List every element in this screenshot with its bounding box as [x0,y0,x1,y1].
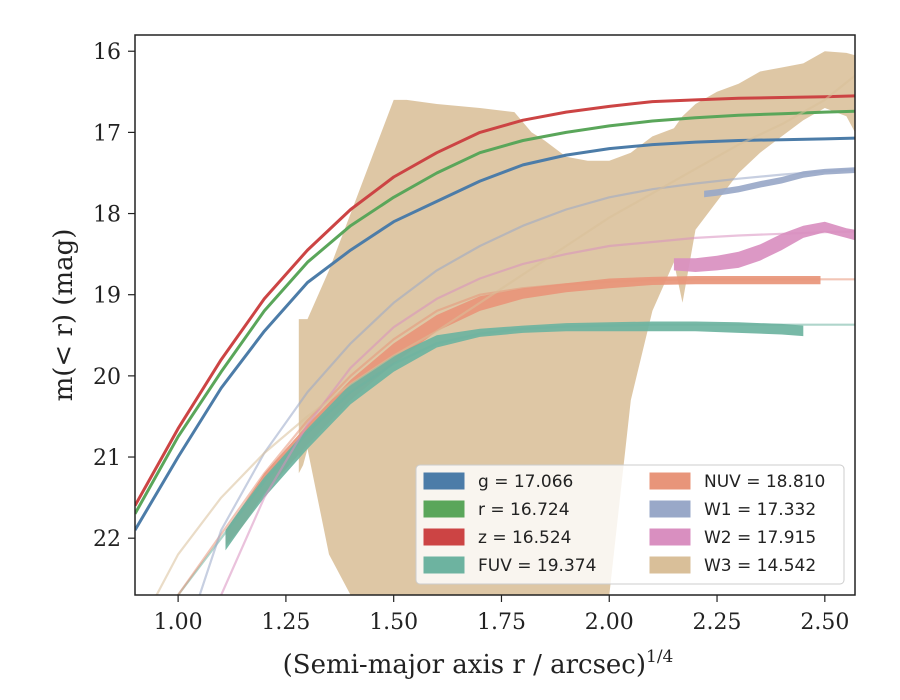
legend-label-z: z = 16.524 [478,528,571,548]
model-curves [135,74,855,595]
plot-frame [134,34,856,596]
x-tick-label: 1.00 [154,610,203,635]
line-r [135,109,855,515]
legend-swatch-w2 [649,528,691,546]
line-w1 [198,168,855,595]
legend-label-r: r = 16.724 [478,500,570,520]
legend-label-nuv: NUV = 18.810 [704,472,825,492]
x-tick-label: 1.25 [261,610,310,635]
legend-swatch-r [423,500,465,518]
band-w1 [704,167,855,198]
legend-swatch-g [423,472,465,490]
legend: g = 17.066 r = 16.724 z = 16.524 FUV = 19.3… [415,464,845,585]
y-tick-label: 22 [93,527,121,552]
legend-swatch-w1 [649,500,691,518]
y-tick-label: 21 [93,446,121,471]
legend-label-fuv: FUV = 19.374 [478,556,596,576]
line-nuv [177,278,855,595]
legend-swatch-fuv [423,556,465,574]
legend-label-g: g = 17.066 [478,472,573,492]
legend-label-w3: W3 = 14.542 [704,556,816,576]
band-w2 [673,221,855,272]
legend-swatch-z [423,528,465,546]
x-axis-title-superscript: 1/4 [646,647,673,667]
legend-frame [415,464,845,585]
y-tick-label: 18 [93,203,121,228]
x-axis: 1.00 1.25 1.50 1.75 2.00 2.25 2.50 [154,595,849,635]
y-tick-label: 16 [93,40,121,65]
y-axis-title: m(< r) (mag) [49,229,79,402]
y-tick-label: 19 [93,284,121,309]
legend-swatch-nuv [649,472,691,490]
legend-label-w1: W1 = 17.332 [704,500,816,520]
x-tick-label: 2.00 [585,610,634,635]
y-axis: 16 17 18 19 20 21 22 [93,40,135,552]
legend-swatch-w3 [649,556,691,574]
legend-label-w2: W2 = 17.915 [704,528,816,548]
y-tick-label: 20 [93,365,121,390]
x-axis-title: (Semi-major axis r / arcsec)1/4 [283,647,674,680]
x-tick-label: 1.50 [369,610,418,635]
y-tick-label: 17 [93,121,121,146]
line-w3 [155,74,855,595]
x-tick-label: 2.50 [800,610,849,635]
x-tick-label: 2.25 [693,610,742,635]
line-z [135,94,855,507]
x-tick-label: 1.75 [477,610,526,635]
